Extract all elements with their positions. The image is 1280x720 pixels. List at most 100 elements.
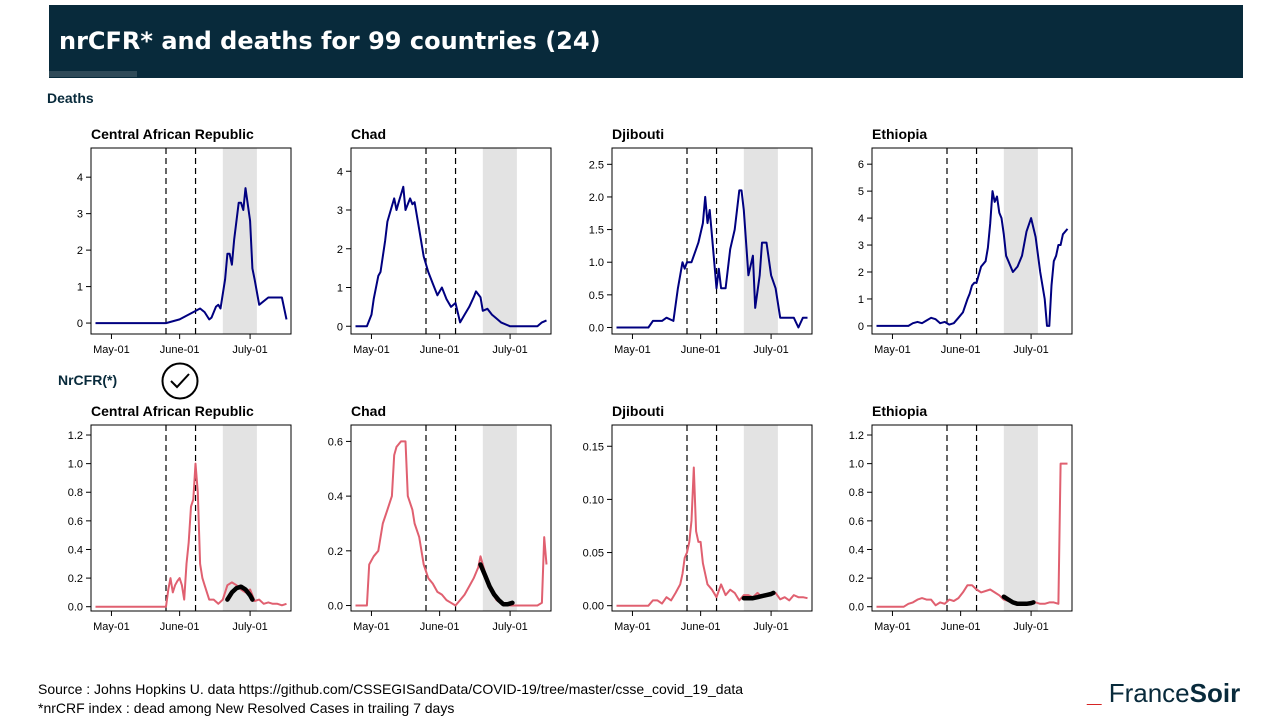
chart-nrcfr-4: Ethiopia 0.0 0.2 0.4 0.6 0.8 1.0 1.2 May-01 June-… bbox=[849, 403, 1073, 633]
chart-deaths-1: Central African Republic 0 1 2 3 4 May-01 June-… bbox=[77, 126, 292, 356]
x-tick-label: May-01 bbox=[874, 344, 911, 356]
logo-dash: _ bbox=[1087, 678, 1102, 708]
chart-nrcfr-2: Chad 0.0 0.2 0.4 0.6 May-01 June-01 July-01 bbox=[328, 403, 552, 633]
y-tick-label: 0.2 bbox=[849, 573, 864, 585]
y-tick-label: 0.6 bbox=[68, 516, 83, 528]
y-tick-label: 3 bbox=[858, 240, 864, 252]
x-tick-label: June-01 bbox=[941, 344, 981, 356]
x-tick-label: June-01 bbox=[160, 344, 200, 356]
y-tick-label: 1.0 bbox=[589, 257, 604, 269]
chart-title: Chad bbox=[351, 403, 386, 419]
y-tick-label: 0.4 bbox=[328, 491, 343, 503]
chart-title: Djibouti bbox=[612, 403, 664, 419]
logo-text-soir: Soir bbox=[1189, 678, 1241, 708]
x-tick-label: June-01 bbox=[420, 344, 460, 356]
x-tick-label: May-01 bbox=[93, 344, 130, 356]
y-tick-label: 2.0 bbox=[589, 192, 604, 204]
x-tick-label: May-01 bbox=[93, 621, 130, 633]
y-tick-label: 6 bbox=[858, 159, 864, 171]
y-tick-label: 2 bbox=[858, 267, 864, 279]
trend-line bbox=[741, 590, 776, 601]
nrcfr-series-line bbox=[616, 466, 808, 607]
y-tick-label: 1 bbox=[858, 294, 864, 306]
chart-title: Ethiopia bbox=[872, 403, 927, 419]
x-tick-label: July-01 bbox=[492, 344, 527, 356]
plot-frame bbox=[611, 424, 813, 612]
plot-frame bbox=[350, 147, 552, 335]
x-tick-label: May-01 bbox=[353, 621, 390, 633]
y-tick-label: 0.5 bbox=[589, 290, 604, 302]
y-tick-label: 0.10 bbox=[583, 494, 604, 506]
y-tick-label: 4 bbox=[77, 172, 83, 184]
deaths-series-line bbox=[616, 189, 808, 329]
y-tick-label: 0.15 bbox=[583, 441, 604, 453]
y-tick-label: 0.00 bbox=[583, 601, 604, 613]
nrcfr-series-line bbox=[876, 462, 1068, 608]
x-tick-label: June-01 bbox=[681, 344, 721, 356]
x-tick-label: July-01 bbox=[492, 621, 527, 633]
x-tick-label: July-01 bbox=[232, 621, 267, 633]
y-tick-label: 0.6 bbox=[328, 436, 343, 448]
x-tick-label: June-01 bbox=[160, 621, 200, 633]
chart-title: Ethiopia bbox=[872, 126, 927, 142]
y-tick-label: 0.0 bbox=[328, 601, 343, 613]
y-tick-label: 2.5 bbox=[589, 159, 604, 171]
source-note: Source : Johns Hopkins U. data https://g… bbox=[38, 681, 744, 697]
chart-deaths-4: Ethiopia 0 1 2 3 4 5 6 May-01 June-01 July-01 bbox=[858, 126, 1073, 356]
y-tick-label: 4 bbox=[858, 213, 864, 225]
y-tick-label: 0.8 bbox=[68, 487, 83, 499]
chart-deaths-3: Djibouti 0.0 0.5 1.0 1.5 2.0 2.5 May-01 June-01 J… bbox=[589, 126, 813, 356]
nrcfr-series-line bbox=[95, 462, 287, 608]
header-bar: nrCFR* and deaths for 99 countries (24) bbox=[49, 5, 1243, 78]
plot-frame bbox=[350, 424, 552, 612]
chart-deaths-2: Chad 0 1 2 3 4 May-01 June-01 July-01 bbox=[337, 126, 552, 356]
chart-nrcfr-3: Djibouti 0.00 0.05 0.10 0.15 May-01 June-01 Jul… bbox=[583, 403, 813, 633]
y-tick-label: 0.8 bbox=[849, 487, 864, 499]
shaded-window bbox=[1003, 148, 1038, 334]
checkmark-icon bbox=[161, 362, 199, 400]
chart-title: Central African Republic bbox=[91, 403, 254, 419]
page-title: nrCFR* and deaths for 99 countries (24) bbox=[59, 27, 601, 55]
shaded-window bbox=[743, 148, 778, 334]
x-tick-label: May-01 bbox=[614, 344, 651, 356]
y-tick-label: 3 bbox=[77, 209, 83, 221]
y-tick-label: 4 bbox=[337, 166, 343, 178]
chart-title: Djibouti bbox=[612, 126, 664, 142]
plot-frame bbox=[871, 424, 1073, 612]
logo-text-france: France bbox=[1108, 678, 1190, 708]
y-tick-label: 5 bbox=[858, 186, 864, 198]
y-tick-label: 0.4 bbox=[849, 544, 864, 556]
y-tick-label: 0.0 bbox=[589, 322, 604, 334]
shaded-window bbox=[222, 425, 257, 611]
deaths-series-line bbox=[876, 190, 1069, 327]
x-tick-label: June-01 bbox=[420, 621, 460, 633]
chart-nrcfr-1: Central African Republic 0.0 0.2 0.4 0.6 0.8 1… bbox=[68, 403, 292, 633]
y-tick-label: 0 bbox=[337, 321, 343, 333]
plot-frame bbox=[90, 147, 292, 335]
francesoir-logo: _ FranceSoir bbox=[1087, 678, 1240, 709]
trend-line bbox=[225, 584, 255, 602]
y-tick-label: 1.2 bbox=[849, 430, 864, 442]
x-tick-label: May-01 bbox=[614, 621, 651, 633]
x-tick-label: July-01 bbox=[753, 621, 788, 633]
x-tick-label: July-01 bbox=[1013, 344, 1048, 356]
y-tick-label: 1.0 bbox=[68, 459, 83, 471]
chart-title: Chad bbox=[351, 126, 386, 142]
y-tick-label: 1 bbox=[337, 283, 343, 295]
y-tick-label: 0.0 bbox=[849, 602, 864, 614]
y-tick-label: 2 bbox=[337, 244, 343, 256]
nrcfr-section-label: NrCFR(*) bbox=[58, 372, 118, 388]
y-tick-label: 1.2 bbox=[68, 430, 83, 442]
y-tick-label: 0.2 bbox=[68, 573, 83, 585]
x-tick-label: May-01 bbox=[874, 621, 911, 633]
shaded-window bbox=[743, 425, 778, 611]
index-note: *nrCRF index : dead among New Resolved C… bbox=[38, 700, 455, 716]
y-tick-label: 0.05 bbox=[583, 548, 604, 560]
trend-line bbox=[478, 562, 515, 607]
x-tick-label: June-01 bbox=[681, 621, 721, 633]
shaded-window bbox=[482, 148, 517, 334]
x-tick-label: May-01 bbox=[353, 344, 390, 356]
x-tick-label: July-01 bbox=[753, 344, 788, 356]
y-tick-label: 0.0 bbox=[68, 602, 83, 614]
